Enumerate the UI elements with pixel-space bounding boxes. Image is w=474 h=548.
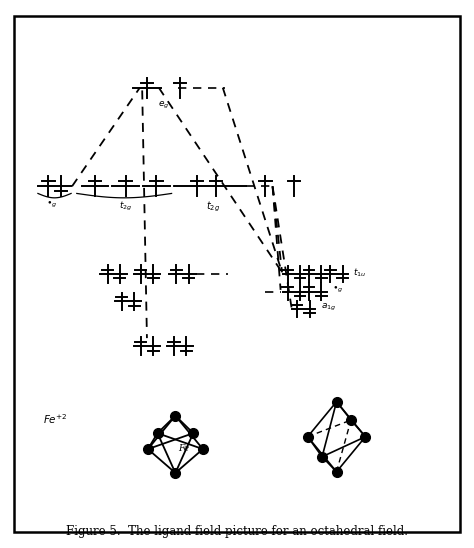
Text: $\bullet_g$: $\bullet_g$ [46, 199, 58, 209]
Text: $t_{2g}$: $t_{2g}$ [119, 199, 132, 213]
Text: $a_{1g}$: $a_{1g}$ [321, 302, 337, 313]
Text: $t_{2g}$: $t_{2g}$ [206, 199, 220, 214]
Text: Figure 5.  The ligand field picture for an octahedral field.: Figure 5. The ligand field picture for a… [66, 525, 408, 538]
Text: Fe: Fe [178, 444, 189, 453]
Text: $\mathit{Fe}^{+2}$: $\mathit{Fe}^{+2}$ [43, 412, 67, 426]
Text: $t_{1u}$: $t_{1u}$ [353, 266, 366, 278]
Text: $e_g$: $e_g$ [158, 100, 169, 111]
Text: $\bullet_g$: $\bullet_g$ [332, 285, 343, 295]
